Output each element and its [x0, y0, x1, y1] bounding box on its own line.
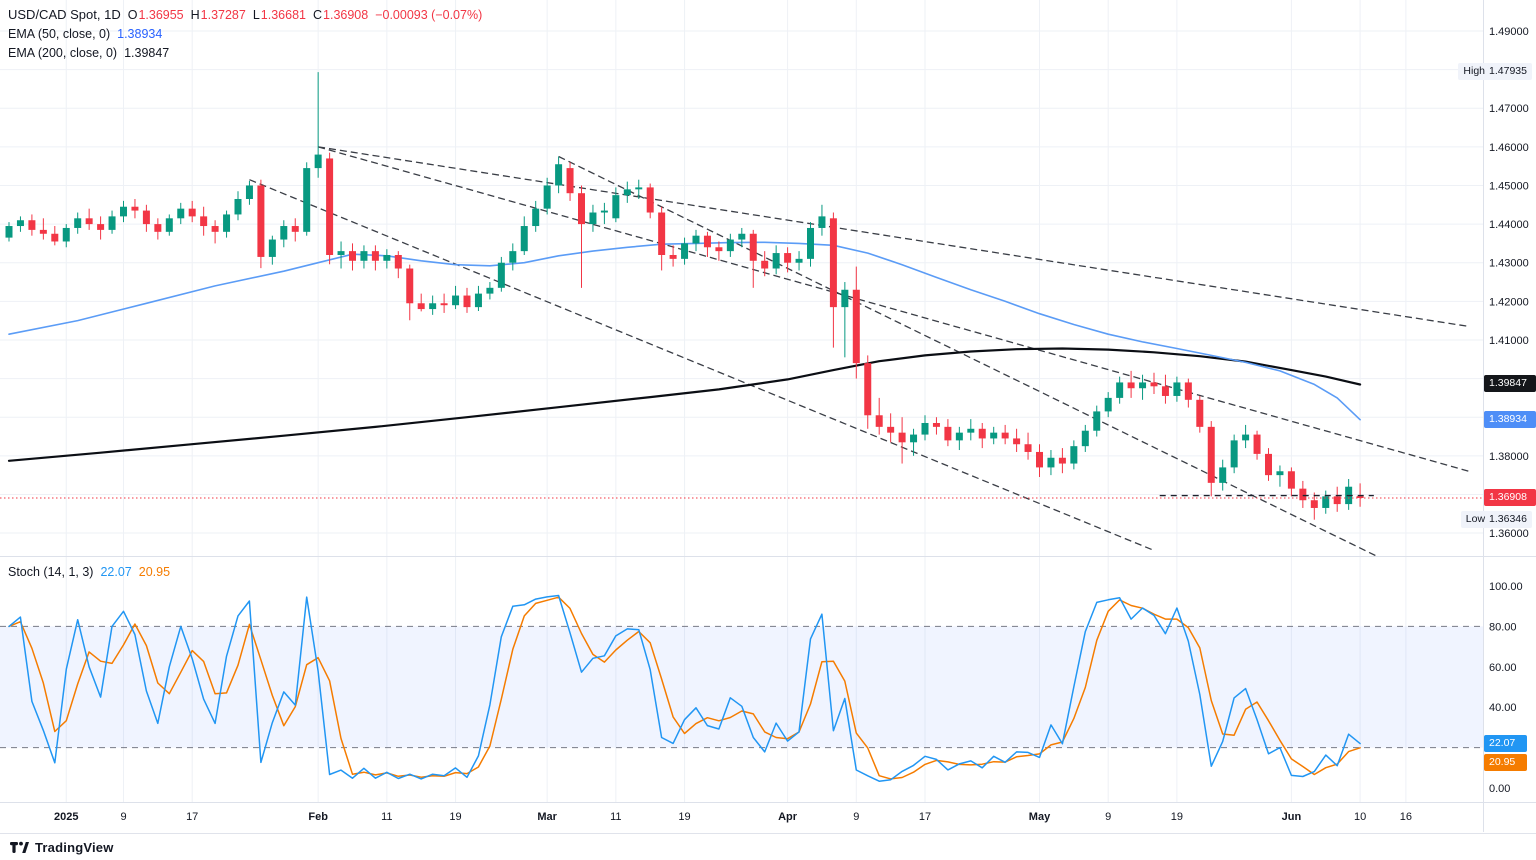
- svg-text:1.46000: 1.46000: [1489, 142, 1529, 154]
- time-axis[interactable]: [0, 803, 1483, 832]
- ema50-label: EMA (50, close, 0): [8, 27, 111, 41]
- high-badge-label: High: [1463, 65, 1486, 78]
- svg-text:11: 11: [381, 811, 392, 823]
- stoch-d-value: 20.95: [138, 565, 171, 579]
- symbol-legend-row[interactable]: USD/CAD Spot, 1D O1.36955 H1.37287 L1.36681…: [8, 5, 482, 25]
- last-price-badge: 1.36908: [1484, 488, 1536, 506]
- close-value: 1.36908: [323, 8, 369, 22]
- low-badge-value: 1.36346: [1489, 512, 1527, 525]
- svg-text:1.49000: 1.49000: [1489, 26, 1529, 38]
- change-value: −0.00093 (−0.07%): [375, 8, 483, 22]
- stoch-label: Stoch (14, 1, 3): [8, 565, 94, 579]
- svg-text:100.00: 100.00: [1489, 581, 1523, 593]
- svg-text:Apr: Apr: [778, 811, 798, 823]
- low-badge: Low 1.36346: [1460, 510, 1532, 528]
- stoch-d-badge: 20.95: [1484, 754, 1527, 772]
- svg-text:Jun: Jun: [1282, 811, 1302, 823]
- svg-text:16: 16: [1400, 811, 1412, 823]
- svg-text:60.00: 60.00: [1489, 662, 1517, 674]
- ema200-legend-row[interactable]: EMA (200, close, 0) 1.39847: [8, 44, 482, 63]
- low-label: L: [252, 8, 260, 22]
- tradingview-logo-icon[interactable]: [10, 840, 29, 855]
- svg-text:1.36000: 1.36000: [1489, 528, 1529, 540]
- close-label: C: [312, 8, 323, 22]
- svg-text:1.41000: 1.41000: [1489, 335, 1529, 347]
- svg-text:0.00: 0.00: [1489, 783, 1510, 795]
- stoch-k-badge: 22.07: [1484, 735, 1527, 753]
- svg-text:40.00: 40.00: [1489, 702, 1517, 714]
- low-badge-label: Low: [1465, 512, 1486, 525]
- svg-text:19: 19: [449, 811, 461, 823]
- open-value: 1.36955: [138, 8, 184, 22]
- svg-text:9: 9: [1105, 811, 1111, 823]
- chart-plot-area[interactable]: 1.49000 1.47000 1.46000 1.45000 1.44000 1.430…: [0, 0, 1536, 833]
- svg-text:17: 17: [919, 811, 931, 823]
- ema50-badge: 1.38934: [1484, 410, 1536, 428]
- svg-text:1.42000: 1.42000: [1489, 296, 1529, 308]
- stoch-k-value: 22.07: [100, 565, 132, 579]
- svg-text:19: 19: [1171, 811, 1183, 823]
- svg-text:Feb: Feb: [308, 811, 328, 823]
- svg-text:1.45000: 1.45000: [1489, 180, 1529, 192]
- ema50-legend-row[interactable]: EMA (50, close, 0) 1.38934: [8, 25, 482, 44]
- svg-text:Mar: Mar: [537, 811, 557, 823]
- svg-text:1.38000: 1.38000: [1489, 451, 1529, 463]
- svg-text:19: 19: [678, 811, 690, 823]
- svg-text:1.43000: 1.43000: [1489, 258, 1529, 270]
- svg-text:2025: 2025: [54, 811, 78, 823]
- tradingview-logo-text[interactable]: TradingView: [35, 839, 114, 855]
- svg-text:May: May: [1029, 811, 1051, 823]
- high-badge-value: 1.47935: [1489, 65, 1527, 78]
- high-value: 1.37287: [200, 8, 246, 22]
- symbol-title[interactable]: USD/CAD Spot, 1D: [8, 7, 121, 22]
- low-value: 1.36681: [260, 8, 306, 22]
- ema200-label: EMA (200, close, 0): [8, 46, 118, 60]
- ema200-value: 1.39847: [124, 46, 170, 60]
- main-legend: USD/CAD Spot, 1D O1.36955 H1.37287 L1.36681…: [8, 5, 482, 63]
- svg-text:1.47000: 1.47000: [1489, 103, 1529, 115]
- high-badge: High 1.47935: [1458, 63, 1532, 81]
- svg-text:10: 10: [1354, 811, 1366, 823]
- high-label: H: [190, 8, 200, 22]
- ema200-badge: 1.39847: [1484, 375, 1536, 393]
- ema50-value: 1.38934: [117, 27, 163, 41]
- svg-text:17: 17: [186, 811, 198, 823]
- svg-text:80.00: 80.00: [1489, 621, 1517, 633]
- open-label: O: [127, 8, 138, 22]
- svg-text:11: 11: [610, 811, 621, 823]
- svg-text:9: 9: [853, 811, 859, 823]
- svg-text:9: 9: [120, 811, 126, 823]
- bottom-toolbar: TradingView: [0, 833, 1536, 860]
- stoch-legend-row[interactable]: Stoch (14, 1, 3) 22.07 20.95: [8, 565, 170, 579]
- svg-text:1.44000: 1.44000: [1489, 219, 1529, 231]
